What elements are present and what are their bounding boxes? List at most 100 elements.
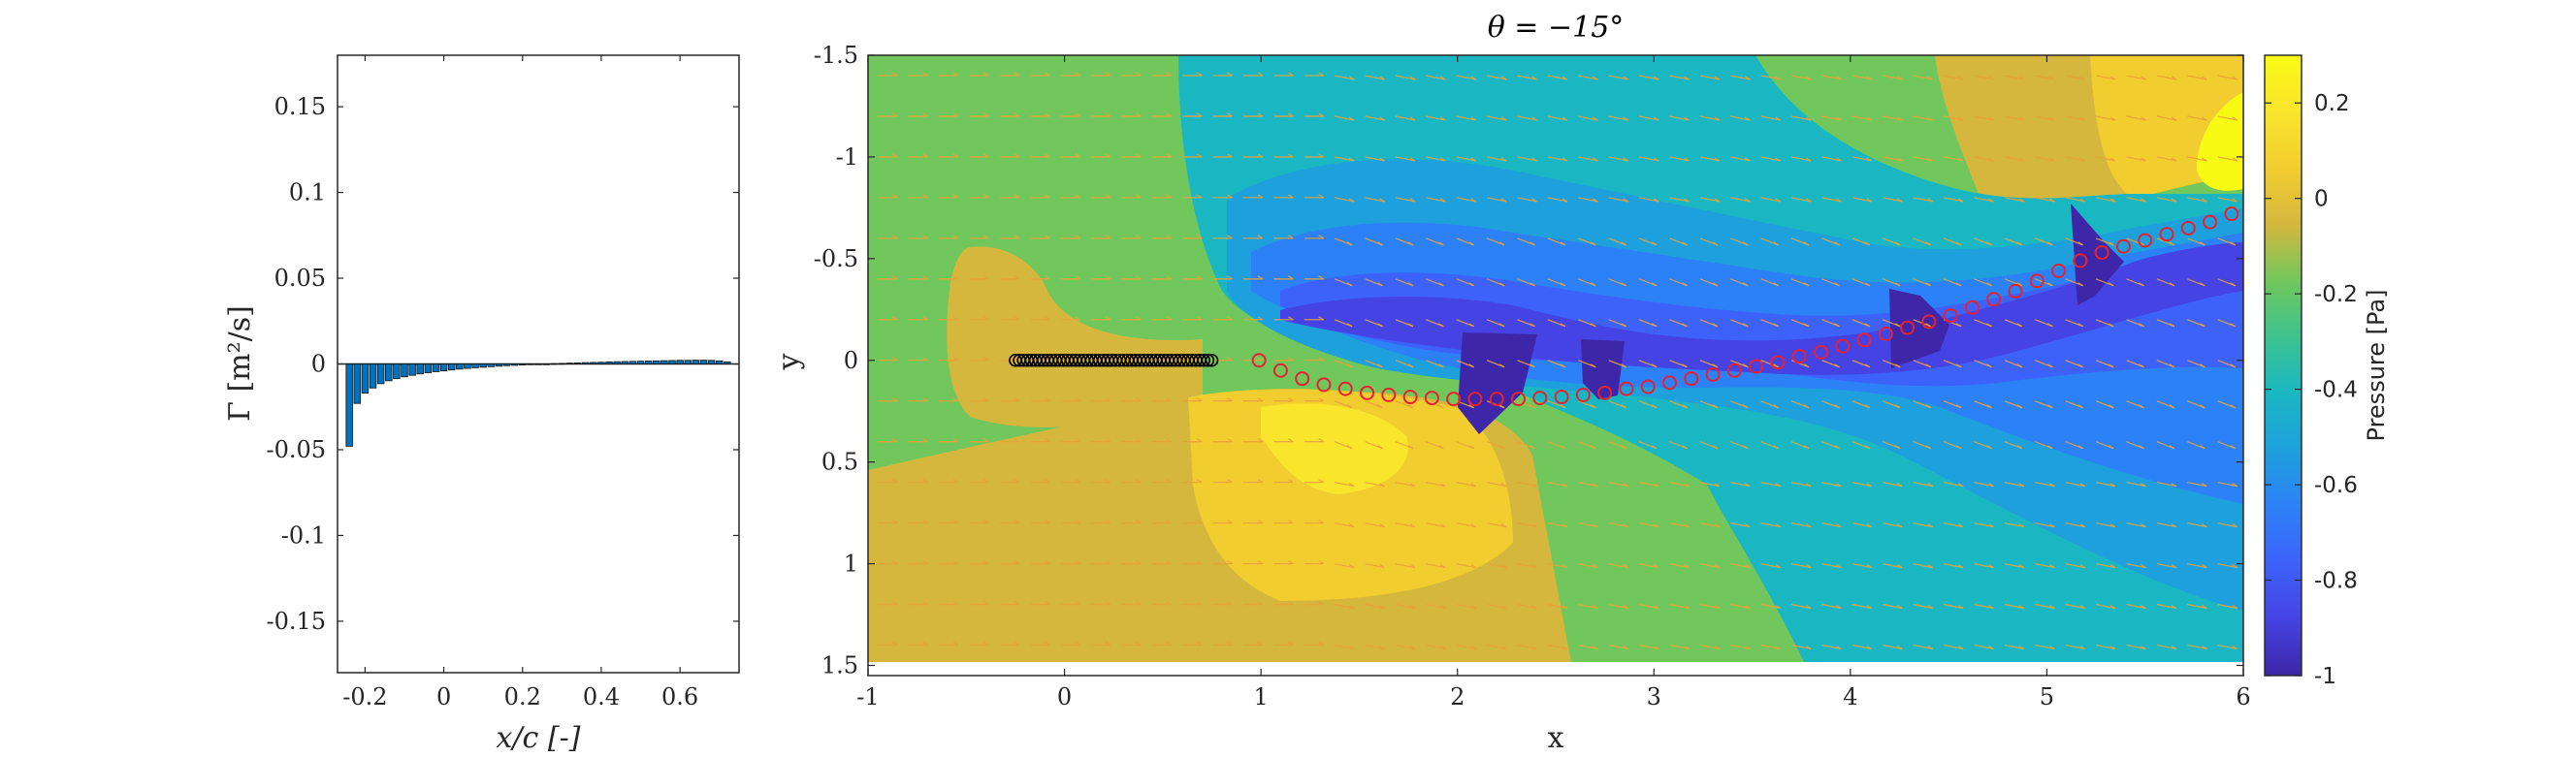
velocity-vector-head (1135, 438, 1142, 443)
velocity-vector (1760, 603, 1781, 610)
velocity-vector-head (1105, 235, 1111, 239)
wake-vortex-marker (1661, 375, 1677, 391)
velocity-vector-head (1955, 363, 1962, 368)
velocity-vector (1608, 644, 1628, 650)
circulation-bar (605, 361, 613, 364)
velocity-vector-head (1409, 483, 1416, 488)
velocity-vector-head (1955, 445, 1962, 450)
velocity-vector (1517, 521, 1537, 528)
velocity-vector-head (1590, 445, 1596, 450)
velocity-vector-head (1227, 641, 1233, 647)
velocity-vector (1547, 603, 1568, 610)
velocity-vector-head (2109, 157, 2116, 162)
velocity-vector-head (1135, 275, 1142, 280)
velocity-vector-head (1379, 564, 1385, 569)
velocity-vector (1790, 197, 1812, 203)
velocity-vector-head (1257, 641, 1264, 647)
velocity-vector-head (1075, 275, 1080, 280)
velocity-vector (1608, 156, 1628, 162)
velocity-vector (2065, 197, 2085, 203)
velocity-vector (2126, 482, 2146, 488)
velocity-vector-head (1257, 601, 1264, 606)
velocity-vector-head (1196, 520, 1203, 524)
velocity-vector-head (2141, 605, 2146, 610)
velocity-vector-head (1684, 76, 1690, 80)
circulation-bar (590, 362, 597, 364)
velocity-vector (2217, 156, 2238, 162)
right-y-tick-label: 0 (844, 347, 858, 374)
velocity-vector-head (1896, 157, 1903, 162)
velocity-vector (1638, 115, 1659, 121)
velocity-vector (1913, 197, 1933, 203)
velocity-vector-head (2046, 241, 2053, 246)
velocity-vector-head (1379, 605, 1385, 610)
right-x-tick-label: 6 (2236, 683, 2250, 710)
velocity-vector-head (1287, 601, 1294, 606)
velocity-vector-head (1044, 316, 1050, 321)
velocity-vector-head (1227, 275, 1233, 280)
velocity-vector-head (1744, 157, 1751, 162)
velocity-vector-head (922, 479, 928, 484)
velocity-vector (1943, 156, 1964, 162)
velocity-vector (1913, 644, 1933, 650)
velocity-vector-head (2077, 241, 2084, 246)
velocity-vector (1486, 115, 1507, 121)
wake-vortex-marker (1360, 385, 1375, 400)
velocity-vector (2065, 644, 2085, 650)
velocity-vector (1578, 521, 1598, 528)
velocity-vector-head (1742, 445, 1749, 450)
velocity-vector (2217, 75, 2238, 80)
velocity-vector-head (2016, 282, 2023, 287)
velocity-vector (1395, 482, 1416, 488)
velocity-vector-head (1287, 112, 1294, 117)
circulation-bar (636, 361, 645, 364)
velocity-vector (1426, 482, 1446, 488)
velocity-vector-head (1925, 241, 1932, 246)
wake-vortex-marker (2203, 214, 2218, 230)
circulation-bar (393, 363, 401, 379)
circulation-bar (510, 363, 519, 366)
velocity-vector-head (2046, 323, 2053, 328)
velocity-vector-head (1742, 363, 1749, 368)
velocity-vector-head (1044, 641, 1050, 647)
velocity-vector-head (1196, 153, 1203, 158)
wake-vortex-marker (2008, 283, 2023, 299)
velocity-vector-head (982, 397, 989, 402)
velocity-vector-head (1530, 445, 1535, 450)
right-x-tick-label: -1 (856, 683, 879, 710)
velocity-vector (1456, 482, 1476, 488)
velocity-vector-head (2108, 282, 2114, 287)
velocity-vector-head (922, 357, 928, 362)
colorbar-label: Pressure [Pa] (2363, 290, 2390, 442)
velocity-vector (1790, 482, 1812, 488)
velocity-vector (1547, 521, 1568, 528)
right-y-tick-label: -1 (836, 143, 858, 171)
velocity-vector (2004, 156, 2025, 162)
velocity-vector-head (2169, 445, 2175, 450)
velocity-vector-head (1957, 564, 1964, 569)
velocity-vector (1730, 603, 1751, 610)
velocity-vector-head (952, 153, 959, 158)
velocity-vector-head (1560, 282, 1566, 287)
velocity-vector-head (1836, 564, 1842, 569)
velocity-vector (1638, 156, 1659, 162)
velocity-vector (1517, 603, 1537, 610)
velocity-vector (1638, 644, 1659, 650)
left-x-tick-label: 0.2 (504, 683, 541, 710)
circulation-bar (495, 363, 503, 367)
velocity-vector-head (2171, 605, 2177, 610)
velocity-vector (1790, 562, 1812, 569)
velocity-vector-head (1075, 601, 1080, 606)
velocity-vector-head (1439, 605, 1446, 610)
velocity-vector-head (1742, 323, 1749, 328)
velocity-vector (2187, 644, 2207, 650)
velocity-vector (1883, 115, 1903, 121)
right-y-tick-label: -1.5 (814, 42, 858, 69)
velocity-vector-head (1531, 523, 1537, 528)
velocity-vector-head (2232, 605, 2238, 610)
velocity-vector-head (1927, 605, 1934, 610)
velocity-vector-head (1498, 363, 1505, 368)
velocity-vector-head (1896, 645, 1903, 650)
velocity-vector-head (1653, 116, 1659, 121)
velocity-vector-head (1196, 397, 1203, 402)
